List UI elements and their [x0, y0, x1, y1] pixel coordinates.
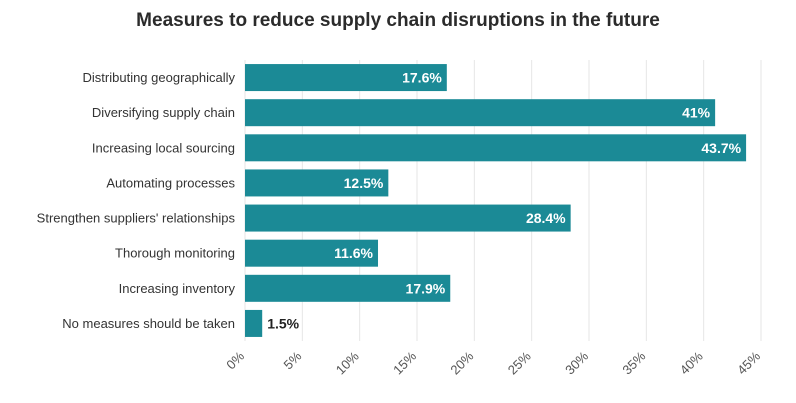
x-tick-label: 5% — [281, 348, 305, 372]
bar — [245, 169, 389, 197]
x-tick-label: 0% — [223, 348, 247, 372]
category-label: Increasing inventory — [119, 281, 236, 296]
data-label: 12.5% — [344, 175, 384, 191]
bar — [245, 134, 747, 162]
data-label: 1.5% — [267, 315, 299, 331]
x-tick-label: 30% — [562, 348, 591, 377]
category-label: Distributing geographically — [83, 70, 236, 85]
bar — [245, 64, 447, 92]
data-label: 43.7% — [701, 140, 741, 156]
bar — [245, 99, 716, 127]
x-tick-label: 45% — [734, 348, 763, 377]
data-label: 17.9% — [406, 280, 446, 296]
data-label: 17.6% — [402, 70, 442, 86]
x-tick-label: 35% — [619, 348, 648, 377]
category-label: No measures should be taken — [62, 316, 235, 331]
x-tick-label: 10% — [333, 348, 362, 377]
category-label: Increasing local sourcing — [92, 140, 235, 155]
x-tick-label: 20% — [447, 348, 476, 377]
chart-title: Measures to reduce supply chain disrupti… — [136, 10, 660, 31]
data-label: 28.4% — [526, 210, 566, 226]
x-tick-label: 15% — [390, 348, 419, 377]
x-tick-label: 40% — [677, 348, 706, 377]
x-tick-label: 25% — [505, 348, 534, 377]
category-label: Strengthen suppliers' relationships — [37, 211, 236, 226]
data-label: 41% — [682, 105, 711, 121]
category-label: Thorough monitoring — [115, 246, 235, 261]
bar — [245, 309, 263, 337]
category-label: Diversifying supply chain — [92, 105, 235, 120]
bar — [245, 204, 571, 232]
bar — [245, 274, 451, 302]
bar — [245, 239, 379, 267]
data-label: 11.6% — [334, 245, 373, 261]
category-label: Automating processes — [106, 175, 235, 190]
